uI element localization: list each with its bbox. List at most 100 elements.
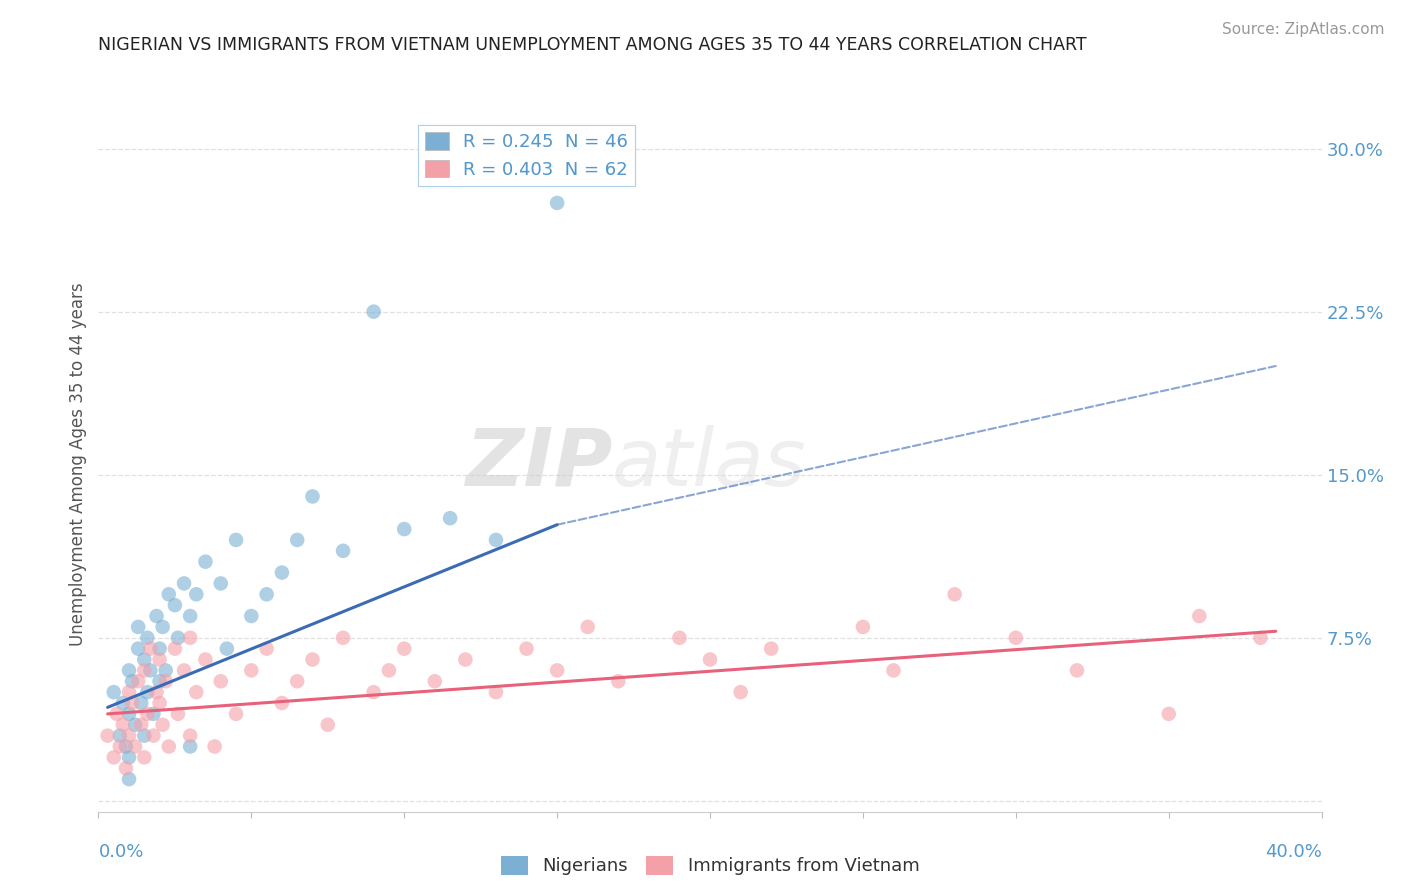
Point [516, 641, 538, 656]
Point [149, 652, 172, 666]
Point [204, 739, 226, 754]
Text: Source: ZipAtlas.com: Source: ZipAtlas.com [1222, 22, 1385, 37]
Text: atlas: atlas [612, 425, 807, 503]
Point [167, 706, 190, 721]
Point [118, 664, 141, 678]
Point [111, 717, 134, 731]
Point [121, 696, 143, 710]
Point [145, 609, 167, 624]
Point [423, 674, 446, 689]
Point [179, 609, 201, 624]
Point [163, 598, 186, 612]
Point [186, 587, 208, 601]
Point [1157, 706, 1180, 721]
Point [136, 685, 159, 699]
Point [152, 620, 174, 634]
Point [127, 641, 149, 656]
Text: ZIP: ZIP [465, 425, 612, 503]
Point [127, 674, 149, 689]
Point [225, 533, 247, 547]
Point [179, 739, 201, 754]
Point [256, 641, 278, 656]
Point [115, 761, 138, 775]
Y-axis label: Unemployment Among Ages 35 to 44 years: Unemployment Among Ages 35 to 44 years [69, 282, 87, 646]
Point [699, 652, 721, 666]
Point [134, 652, 156, 666]
Point [134, 729, 156, 743]
Text: 40.0%: 40.0% [1265, 843, 1322, 861]
Point [240, 609, 263, 624]
Point [139, 664, 162, 678]
Point [136, 631, 159, 645]
Point [332, 631, 354, 645]
Point [152, 717, 174, 731]
Point [111, 696, 134, 710]
Point [173, 576, 195, 591]
Point [270, 566, 292, 580]
Point [301, 490, 323, 504]
Point [149, 696, 172, 710]
Point [1188, 609, 1211, 624]
Point [194, 555, 217, 569]
Point [225, 706, 247, 721]
Point [186, 685, 208, 699]
Point [730, 685, 752, 699]
Point [118, 750, 141, 764]
Point [167, 631, 190, 645]
Point [316, 717, 339, 731]
Point [118, 729, 141, 743]
Point [485, 685, 508, 699]
Point [142, 706, 165, 721]
Point [485, 533, 508, 547]
Point [155, 674, 177, 689]
Point [108, 739, 131, 754]
Point [392, 641, 416, 656]
Point [97, 729, 120, 743]
Point [118, 706, 141, 721]
Point [392, 522, 416, 536]
Point [1004, 631, 1026, 645]
Point [129, 696, 152, 710]
Point [129, 717, 152, 731]
Point [240, 664, 263, 678]
Point [285, 674, 308, 689]
Point [108, 729, 131, 743]
Point [194, 652, 217, 666]
Point [139, 641, 162, 656]
Point [607, 674, 630, 689]
Point [285, 533, 308, 547]
Point [157, 587, 180, 601]
Point [105, 706, 128, 721]
Point [215, 641, 238, 656]
Point [124, 739, 146, 754]
Point [883, 664, 905, 678]
Point [127, 620, 149, 634]
Text: 0.0%: 0.0% [98, 843, 143, 861]
Point [668, 631, 690, 645]
Point [121, 674, 143, 689]
Point [209, 674, 232, 689]
Point [332, 543, 354, 558]
Point [209, 576, 232, 591]
Point [145, 685, 167, 699]
Point [363, 685, 385, 699]
Point [378, 664, 401, 678]
Point [1249, 631, 1271, 645]
Point [163, 641, 186, 656]
Point [454, 652, 477, 666]
Point [179, 729, 201, 743]
Text: NIGERIAN VS IMMIGRANTS FROM VIETNAM UNEMPLOYMENT AMONG AGES 35 TO 44 YEARS CORRE: NIGERIAN VS IMMIGRANTS FROM VIETNAM UNEM… [98, 36, 1087, 54]
Point [157, 739, 180, 754]
Point [134, 664, 156, 678]
Point [149, 674, 172, 689]
Point [103, 750, 125, 764]
Point [124, 717, 146, 731]
Point [136, 706, 159, 721]
Point [118, 772, 141, 786]
Point [576, 620, 599, 634]
Point [149, 641, 172, 656]
Point [115, 739, 138, 754]
Legend: R = 0.245  N = 46, R = 0.403  N = 62: R = 0.245 N = 46, R = 0.403 N = 62 [418, 125, 636, 186]
Point [270, 696, 292, 710]
Point [256, 587, 278, 601]
